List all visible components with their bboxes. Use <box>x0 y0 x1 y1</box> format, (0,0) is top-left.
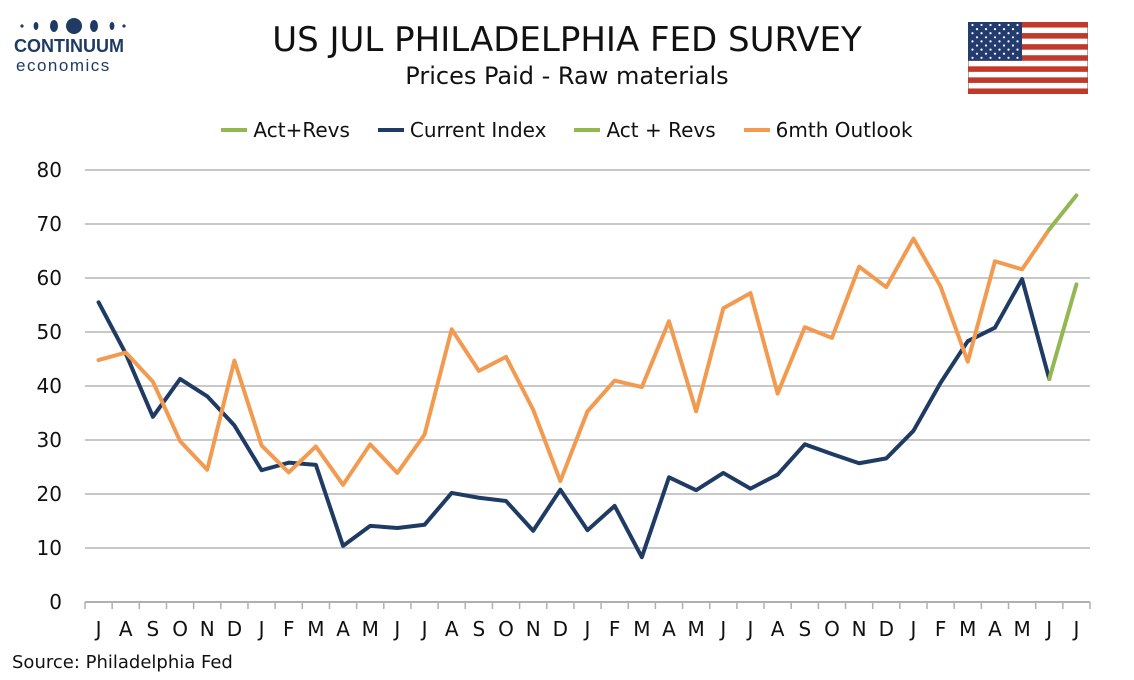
x-tick-label: J <box>1071 617 1079 641</box>
legend-label: 6mth Outlook <box>775 118 913 142</box>
logo-name: CONTINUUM <box>14 36 124 56</box>
x-tick-label: J <box>94 617 102 641</box>
legend-label: Act + Revs <box>606 118 716 142</box>
x-tick-label: J <box>908 617 916 641</box>
y-tick-label: 50 <box>37 320 62 344</box>
y-tick-label: 10 <box>37 536 62 560</box>
series-line <box>1047 193 1079 232</box>
legend-swatch <box>574 128 601 132</box>
x-tick-label: M <box>1013 617 1030 641</box>
x-tick-label: J <box>583 617 591 641</box>
x-tick-label: J <box>257 617 265 641</box>
x-tick-label: J <box>746 617 754 641</box>
x-tick-label: M <box>959 617 976 641</box>
legend-swatch <box>743 128 770 132</box>
series-line <box>1047 282 1079 381</box>
x-tick-label: M <box>633 617 650 641</box>
x-tick-label: S <box>798 617 811 641</box>
x-tick-label: A <box>662 617 676 641</box>
y-tick-label: 60 <box>37 266 62 290</box>
x-tick-label: O <box>498 617 514 641</box>
x-tick-label: N <box>852 617 867 641</box>
x-tick-label: J <box>1044 617 1052 641</box>
x-tick-label: A <box>988 617 1002 641</box>
y-tick-label: 20 <box>37 482 62 506</box>
x-tick-label: S <box>147 617 160 641</box>
logo: CONTINUUM economics <box>14 14 134 78</box>
x-tick-label: O <box>824 617 840 641</box>
x-tick-label: A <box>336 617 350 641</box>
chart-title: US JUL PHILADELPHIA FED SURVEY <box>272 20 862 60</box>
x-tick-label: M <box>307 617 324 641</box>
y-tick-label: 40 <box>37 374 62 398</box>
x-tick-label: N <box>526 617 541 641</box>
x-tick-label: A <box>771 617 785 641</box>
x-tick-label: J <box>420 617 428 641</box>
y-tick-label: 80 <box>37 158 62 182</box>
x-tick-label: A <box>445 617 459 641</box>
logo-dots-icon <box>20 18 126 34</box>
series-line <box>96 277 1052 560</box>
chart-subtitle: Prices Paid - Raw materials <box>405 62 729 90</box>
x-tick-label: D <box>553 617 568 641</box>
legend-swatch <box>377 128 404 132</box>
legend-item: Act+Revs <box>221 118 350 142</box>
legend-item: Current Index <box>377 118 547 142</box>
x-tick-label: J <box>718 617 726 641</box>
x-tick-label: A <box>119 617 133 641</box>
x-tick-label: F <box>283 617 295 641</box>
legend-item: Act + Revs <box>574 118 716 142</box>
logo-sub: economics <box>16 56 111 75</box>
x-tick-label: F <box>609 617 621 641</box>
y-tick-label: 0 <box>49 590 62 614</box>
us-flag-icon <box>968 22 1088 94</box>
legend-swatch <box>221 128 248 132</box>
x-tick-label: M <box>688 617 705 641</box>
source-note: Source: Philadelphia Fed <box>12 652 233 673</box>
legend-label: Current Index <box>409 118 547 142</box>
legend-label: Act+Revs <box>253 118 350 142</box>
y-tick-label: 30 <box>37 428 62 452</box>
chart-legend: Act+Revs Current Index Act + Revs 6mth Outl… <box>0 118 1134 142</box>
x-tick-label: D <box>227 617 242 641</box>
x-tick-label: J <box>392 617 400 641</box>
x-tick-label: M <box>362 617 379 641</box>
x-tick-label: S <box>472 617 485 641</box>
x-tick-label: O <box>172 617 188 641</box>
y-tick-label: 70 <box>37 212 62 236</box>
x-tick-label: N <box>200 617 215 641</box>
x-tick-label: D <box>879 617 894 641</box>
x-tick-label: F <box>935 617 947 641</box>
legend-item: 6mth Outlook <box>743 118 913 142</box>
series-line <box>96 227 1052 487</box>
